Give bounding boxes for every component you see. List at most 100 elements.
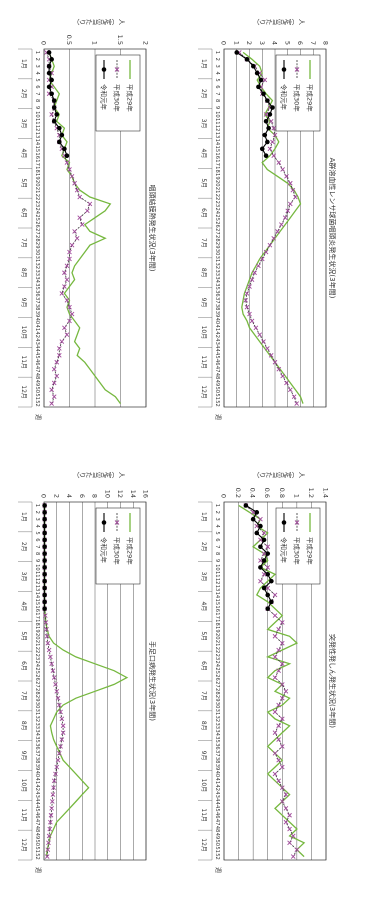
x-tick-label: 35 <box>34 736 40 743</box>
x-tick-label: 27 <box>214 228 220 235</box>
month-label: 4月 <box>200 602 207 612</box>
x-tick-label: 42 <box>214 331 220 338</box>
plot-frame <box>223 48 327 408</box>
x-tick-label: 6 <box>34 85 40 88</box>
month-label: 7月 <box>20 691 27 701</box>
point-h30 <box>49 401 54 406</box>
x-tick-label: 18 <box>34 166 40 173</box>
month-label: 1月 <box>200 59 207 69</box>
point-h30 <box>284 380 289 386</box>
point-h30 <box>279 799 285 804</box>
x-tick-label: 36 <box>34 290 40 297</box>
point-h30 <box>276 702 281 708</box>
chart-panel-2: 0 2 4 6 8 10 12 14 16人（定点当たり）手足口病発生状況(3年間)123456… <box>18 470 157 873</box>
point-h30 <box>56 346 62 351</box>
x-tick-label: 28 <box>34 235 40 242</box>
point-h30 <box>257 332 263 338</box>
point-h30 <box>256 263 261 269</box>
chart-panel-4: 0 0.2 0.4 0.6 0.8 1 1.2 1.4 人（定点当たり） 突発性発しん発生状況(3… <box>198 470 337 873</box>
series-line-h30 <box>239 52 298 404</box>
x-tick-label: 6 <box>34 538 40 541</box>
x-tick-label: 31 <box>34 256 40 263</box>
point-r1 <box>259 146 265 152</box>
x-tick-label: 18 <box>214 166 220 173</box>
x-tick-label: 32 <box>34 716 40 723</box>
x-tick-label: 4 <box>214 524 220 528</box>
point-h30 <box>290 187 296 193</box>
x-tick-label: 32 <box>214 263 220 270</box>
point-h30 <box>279 222 284 227</box>
x-tick-label: 11 <box>34 118 40 125</box>
point-r1 <box>57 125 62 131</box>
point-h30 <box>48 819 53 825</box>
point-h30 <box>294 847 300 852</box>
point-h30 <box>276 366 282 372</box>
point-h30 <box>69 174 75 179</box>
x-tick-label: 51 <box>214 393 220 400</box>
x-tick-label: 3 <box>34 518 40 521</box>
point-r1 <box>49 77 54 83</box>
point-h30 <box>77 194 83 200</box>
point-h30 <box>67 304 72 310</box>
point-h30 <box>283 819 289 825</box>
y-tick-label: 8 <box>91 494 99 498</box>
x-tick-label: 43 <box>214 338 220 345</box>
point-r1 <box>54 112 60 117</box>
point-h30 <box>74 187 80 193</box>
y-tick-label: 12 <box>116 490 124 498</box>
point-r1 <box>265 139 270 145</box>
point-h30 <box>54 689 60 694</box>
point-h30 <box>258 578 263 584</box>
x-tick-label: 11 <box>214 571 220 578</box>
chart-title: 手足口病発生状況(3年間) <box>148 641 157 721</box>
x-tick-label: 24 <box>34 660 40 667</box>
chart-panel-3: 0 1 2 3 4 5 6 7 8人（定点当たり）A群溶血性レンサ球菌咽頭炎発生状況(3年間)1… <box>198 17 337 420</box>
point-r1 <box>244 57 250 62</box>
point-h30 <box>271 236 277 241</box>
x-tick-label: 22 <box>34 194 40 201</box>
month-label: 7月 <box>200 238 207 248</box>
x-tick-label: 4 <box>34 71 40 75</box>
x-tick-label: 26 <box>34 221 40 228</box>
point-h30 <box>54 359 60 365</box>
point-h30 <box>56 750 62 756</box>
point-h30 <box>49 806 54 811</box>
month-label: 2月 <box>200 89 207 99</box>
x-tick-label: 38 <box>34 304 40 311</box>
y-tick-label: 0 <box>220 494 228 498</box>
series-line-h30 <box>245 505 298 857</box>
point-h30 <box>253 325 259 331</box>
x-tick-label: 44 <box>34 798 40 805</box>
point-h30 <box>46 833 52 839</box>
x-tick-label: 29 <box>214 695 220 702</box>
y-tick-label: 0.4 <box>249 488 257 498</box>
x-tick-label: 16 <box>214 605 220 612</box>
y-tick-label: 4 <box>65 494 73 498</box>
x-tick-label: 32 <box>214 716 220 723</box>
x-tick-label: 34 <box>34 729 40 736</box>
point-h30 <box>279 620 285 625</box>
x-tick-label: 37 <box>34 750 40 757</box>
point-h30 <box>290 854 296 859</box>
x-tick-label: 20 <box>214 633 220 640</box>
point-r1 <box>42 503 47 508</box>
point-h30 <box>44 633 50 639</box>
plot-frame <box>223 501 327 861</box>
point-r1 <box>254 530 260 536</box>
point-h30 <box>53 771 58 777</box>
y-tick-label: 8 <box>322 41 330 45</box>
x-tick-label: 52 <box>34 853 40 860</box>
x-tick-label: 29 <box>34 695 40 702</box>
x-tick-label: 5 <box>214 78 220 81</box>
x-unit-label: 週 <box>214 867 222 873</box>
point-h30 <box>276 757 281 763</box>
point-h30 <box>53 682 58 687</box>
y-tick-label: 2 <box>142 41 150 45</box>
x-tick-label: 29 <box>34 242 40 249</box>
x-tick-label: 36 <box>34 743 40 750</box>
x-tick-label: 13 <box>214 132 220 139</box>
y-tick-label: 6 <box>78 494 86 498</box>
point-h30 <box>44 627 49 632</box>
point-h30 <box>279 695 285 701</box>
